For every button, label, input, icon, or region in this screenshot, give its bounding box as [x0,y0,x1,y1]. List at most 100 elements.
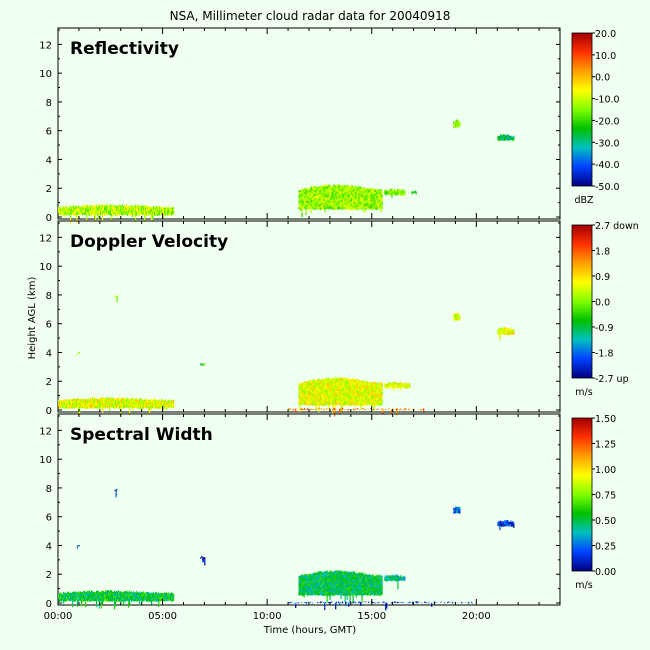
echo-pixel [114,402,116,405]
echo-pixel [351,201,353,204]
echo-pixel [354,404,356,407]
echo-pixel [134,399,136,402]
echo-pixel [100,406,102,409]
echo-pixel [326,378,328,381]
echo-pixel [366,400,368,404]
echo-pixel [158,592,160,595]
echo-pixel [396,410,398,414]
echo-pixel [171,209,173,212]
echo-pixel [158,598,160,601]
echo-pixel [345,194,347,197]
echo-pixel [366,198,368,201]
echo-pixel [151,206,153,210]
echo-region [497,134,515,142]
echo-pixel [375,384,377,387]
echo-pixel [312,199,314,202]
echo-pixel [325,190,327,193]
echo-pixel [323,581,325,584]
echo-pixel [336,576,338,579]
echo-pixel [332,398,334,401]
echo-pixel [319,198,321,201]
echo-pixel [353,393,355,396]
echo-pixel [393,381,395,385]
echo-pixel [339,389,341,393]
echo-pixel [343,399,345,402]
echo-pixel [342,593,344,596]
echo-pixel [82,594,84,597]
echo-pixel [355,380,357,383]
echo-pixel [500,134,502,137]
echo-pixel [330,390,332,393]
echo-pixel [362,403,364,406]
echo-pixel [165,403,167,406]
echo-pixel [391,411,393,414]
echo-pixel [66,403,68,407]
echo-pixel [367,396,369,399]
echo-pixel [345,188,347,191]
echo-pixel [141,399,143,402]
echo-pixel [79,399,81,402]
echo-pixel [107,210,109,213]
echo-pixel [298,402,300,405]
echo-pixel [312,580,314,584]
echo-pixel [352,398,354,402]
echo-pixel [78,205,80,209]
echo-pixel [102,409,104,413]
echo-pixel [318,206,320,210]
echo-pixel [151,217,153,220]
echo-pixel [109,408,111,411]
echo-pixel [94,399,96,402]
echo-pixel [360,380,362,383]
echo-pixel [126,591,128,594]
echo-pixel [115,593,117,597]
echo-pixel [327,194,329,197]
echo-pixel [327,395,329,398]
echo-pixel [377,195,379,198]
echo-pixel [61,599,63,602]
echo-pixel [327,397,329,400]
echo-pixel [120,405,122,408]
echo-pixel [92,399,94,403]
echo-pixel [65,211,67,214]
echo-pixel [315,398,317,401]
echo-pixel [154,599,156,602]
echo-pixel [102,592,104,595]
echo-pixel [58,401,60,405]
echo-pixel [335,588,337,591]
echo-pixel [367,402,369,405]
echo-pixel [104,398,106,401]
echo-pixel [328,384,330,387]
echo-pixel [111,399,113,402]
echo-pixel [76,592,78,595]
echo-pixel [336,400,338,404]
echo-pixel [322,580,324,584]
echo-pixel [300,206,302,209]
echo-pixel [343,585,345,588]
echo-pixel [60,406,62,409]
echo-pixel [381,382,383,385]
echo-pixel [344,187,346,190]
echo-pixel [374,397,376,401]
echo-pixel [302,394,304,397]
echo-pixel [343,575,345,578]
echo-pixel [346,190,348,194]
echo-pixel [149,596,151,600]
echo-pixel [321,384,323,387]
echo-pixel [339,394,341,397]
echo-pixel [415,191,417,195]
echo-pixel [70,215,72,218]
echo-pixel [320,391,322,395]
echo-pixel [338,574,340,577]
echo-pixel [346,207,348,210]
echo-pixel [121,595,123,598]
echo-pixel [124,399,126,403]
echo-pixel [307,188,309,192]
echo-pixel [133,398,135,401]
echo-pixel [132,406,134,409]
echo-pixel [341,580,343,583]
echo-pixel [325,400,327,403]
echo-pixel [502,134,504,138]
echo-pixel [298,576,300,579]
echo-pixel [350,201,352,205]
echo-pixel [344,399,346,402]
